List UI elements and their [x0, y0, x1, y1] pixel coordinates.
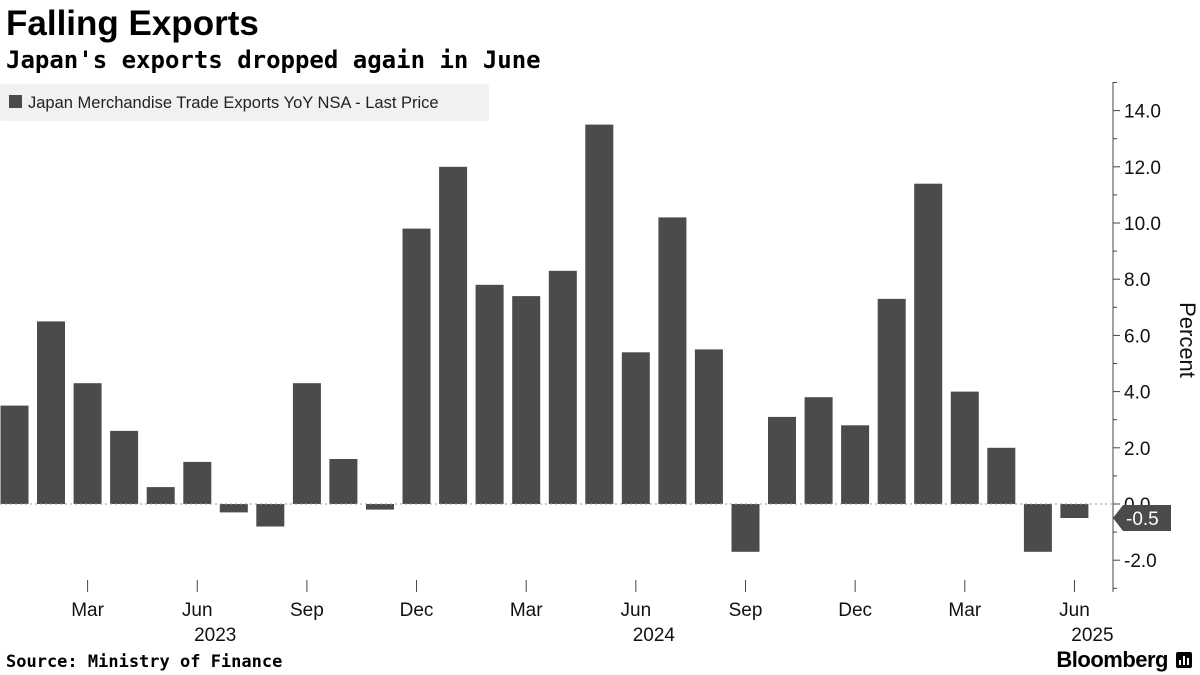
source-note: Source: Ministry of Finance — [6, 652, 283, 672]
bar-feb-2023 — [37, 321, 65, 504]
x-tick-label: Mar — [71, 600, 104, 621]
bar-jun-2023 — [183, 461, 212, 504]
bar-jul-2023 — [219, 504, 248, 513]
last-value-label: -0.5 — [1126, 509, 1159, 530]
y-tick-label: 4.0 — [1124, 383, 1150, 404]
x-axis: Mar Jun Sep Dec Mar Jun Sep Dec Mar Jun 2023 2024 20… — [71, 580, 1114, 646]
bar-dec-2024 — [841, 425, 870, 504]
y-tick-label: 8.0 — [1124, 270, 1150, 291]
x-tick-label: Dec — [838, 600, 872, 621]
bar-jan-2024 — [439, 166, 468, 505]
x-year-label: 2024 — [633, 625, 676, 646]
bar-jan-2025 — [877, 298, 906, 504]
y-tick-label: 2.0 — [1124, 439, 1150, 460]
legend-background — [0, 84, 489, 121]
last-value-callout: -0.5 — [1113, 505, 1171, 532]
legend-swatch — [9, 95, 22, 108]
bar-dec-2023 — [402, 228, 431, 504]
bar-apr-2023 — [110, 430, 139, 504]
bar-series — [0, 124, 1089, 552]
bar-jan-2023 — [0, 405, 29, 504]
bar-nov-2023 — [366, 504, 394, 510]
bar-jul-2024 — [658, 217, 687, 504]
bar-sep-2024 — [731, 504, 760, 552]
bar-nov-2024 — [804, 397, 833, 504]
bar-may-2024 — [585, 124, 614, 504]
bar-oct-2024 — [768, 416, 796, 504]
bloomberg-logo: Bloomberg — [1056, 646, 1192, 674]
bar-apr-2024 — [548, 270, 577, 504]
x-year-label: 2023 — [194, 625, 236, 646]
x-tick-label: Sep — [290, 600, 324, 621]
x-tick-label: Jun — [621, 600, 652, 621]
bar-jun-2025 — [1060, 504, 1089, 518]
bar-oct-2023 — [329, 459, 358, 504]
bar-sep-2023 — [292, 383, 321, 504]
y-axis-title: Percent — [1175, 302, 1200, 378]
legend-label: Japan Merchandise Trade Exports YoY NSA … — [28, 94, 439, 112]
last-value-callout-shape — [1113, 505, 1171, 532]
y-tick-label: 6.0 — [1124, 326, 1150, 347]
bar-mar-2024 — [512, 296, 541, 504]
chart-subtitle: Japan's exports dropped again in June — [6, 46, 541, 74]
y-tick-label: 14.0 — [1124, 102, 1161, 123]
x-year-label: 2025 — [1071, 625, 1113, 646]
bar-aug-2023 — [256, 504, 285, 527]
chart-title: Falling Exports — [6, 4, 259, 43]
bar-may-2025 — [1023, 504, 1052, 552]
x-tick-label: Jun — [1059, 600, 1090, 621]
y-tick-label: 10.0 — [1124, 214, 1161, 235]
bar-apr-2025 — [987, 447, 1016, 504]
x-tick-label: Mar — [510, 600, 543, 621]
bloomberg-terminal-icon — [1176, 652, 1192, 668]
x-tick-label: Sep — [729, 600, 763, 621]
bar-feb-2024 — [475, 284, 504, 504]
x-tick-label: Mar — [948, 600, 981, 621]
bar-mar-2023 — [73, 383, 102, 504]
y-tick-label: 12.0 — [1124, 158, 1161, 179]
bar-mar-2025 — [950, 391, 979, 504]
bar-may-2023 — [146, 487, 175, 504]
bar-jun-2024 — [621, 352, 650, 504]
bar-aug-2024 — [694, 349, 723, 504]
legend: Japan Merchandise Trade Exports YoY NSA … — [0, 84, 489, 121]
bar-feb-2025 — [914, 183, 943, 504]
x-tick-label: Dec — [400, 600, 434, 621]
brand-name: Bloomberg — [1056, 647, 1168, 672]
y-tick-label: -2.0 — [1124, 551, 1157, 572]
x-tick-label: Jun — [182, 600, 213, 621]
